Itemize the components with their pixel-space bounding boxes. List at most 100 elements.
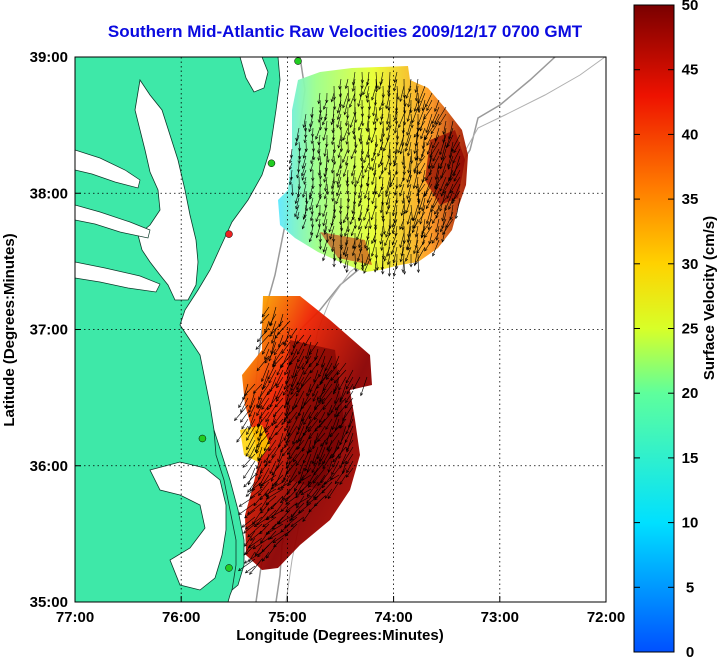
velocity-arrow xyxy=(315,211,321,223)
velocity-arrow xyxy=(368,211,372,230)
velocity-arrow xyxy=(308,418,319,433)
velocity-arrow xyxy=(414,85,419,102)
velocity-arrow xyxy=(343,99,349,116)
velocity-arrow xyxy=(243,523,256,534)
velocity-arrow xyxy=(245,488,256,497)
velocity-arrow xyxy=(290,369,298,388)
velocity-arrow xyxy=(347,120,351,136)
velocity-arrow xyxy=(385,225,391,238)
velocity-arrow xyxy=(358,211,363,222)
velocity-arrow xyxy=(339,127,344,143)
velocity-arrow xyxy=(318,239,322,250)
velocity-arrow xyxy=(350,225,356,237)
velocity-arrow xyxy=(370,204,377,221)
velocity-arrow xyxy=(252,537,270,550)
velocity-arrow xyxy=(425,92,433,108)
colorbar-tick-label: 20 xyxy=(682,385,699,402)
velocity-arrow xyxy=(410,148,414,164)
velocity-arrow xyxy=(318,176,322,188)
velocity-arrow xyxy=(260,313,270,324)
velocity-arrow xyxy=(343,253,349,269)
velocity-arrow xyxy=(405,232,412,251)
chesapeake-bay xyxy=(134,78,199,301)
velocity-arrow xyxy=(385,92,391,110)
velocity-arrow xyxy=(378,169,384,180)
velocity-arrow xyxy=(407,218,412,238)
velocity-arrow xyxy=(440,141,447,161)
velocity-arrow xyxy=(314,348,319,361)
velocity-arrow xyxy=(439,148,447,170)
velocity-arrow xyxy=(381,246,386,260)
velocity-arrow xyxy=(333,369,347,384)
velocity-arrow xyxy=(249,558,263,575)
velocity-arrow xyxy=(346,460,354,474)
velocity-arrow xyxy=(374,78,379,93)
velocity-arrow xyxy=(380,148,384,166)
velocity-arrow xyxy=(262,516,277,528)
velocity-arrow xyxy=(368,246,372,262)
colorbar-tick-label: 10 xyxy=(682,515,699,532)
velocity-arrow xyxy=(402,169,406,182)
velocity-arrow xyxy=(381,85,385,99)
velocity-arrow xyxy=(310,225,314,236)
velocity-arrow xyxy=(399,218,405,230)
velocity-arrow xyxy=(433,197,447,215)
velocity-arrow xyxy=(360,260,365,271)
velocity-arrow xyxy=(248,446,256,460)
velocity-arrow xyxy=(296,418,305,436)
velocity-arrow xyxy=(425,113,433,134)
velocity-arrow xyxy=(255,460,263,477)
velocity-arrow xyxy=(255,390,263,409)
velocity-arrow xyxy=(247,537,263,549)
velocity-arrow xyxy=(426,141,433,155)
velocity-arrow xyxy=(338,204,343,215)
y-tick-label: 37:00 xyxy=(30,322,68,339)
x-tick-label: 72:00 xyxy=(587,609,625,626)
velocity-arrow xyxy=(307,474,319,488)
radar-station-marker xyxy=(225,230,233,238)
velocity-arrow xyxy=(310,218,315,228)
velocity-arrow xyxy=(308,232,314,243)
velocity-arrow xyxy=(405,127,412,147)
velocity-arrow xyxy=(363,183,370,199)
velocity-arrow xyxy=(248,404,256,418)
velocity-arrow xyxy=(418,162,426,175)
velocity-arrow xyxy=(257,544,270,558)
velocity-arrow xyxy=(413,155,426,172)
velocity-arrow xyxy=(298,425,312,442)
velocity-arrow xyxy=(385,106,391,125)
velocity-arrow xyxy=(319,411,326,424)
velocity-arrow xyxy=(375,106,379,122)
velocity-arrow xyxy=(243,474,256,488)
velocity-arrow xyxy=(402,260,407,275)
velocity-arrow xyxy=(441,204,447,222)
velocity-arrow xyxy=(238,390,249,409)
velocity-arrow xyxy=(313,369,319,383)
velocity-arrow xyxy=(331,162,335,174)
velocity-arrow xyxy=(273,537,284,548)
velocity-arrow xyxy=(268,425,277,441)
velocity-arrow xyxy=(371,85,377,101)
velocity-arrow xyxy=(420,225,426,239)
velocity-arrow xyxy=(384,155,391,172)
velocity-arrow xyxy=(379,197,384,214)
velocity-arrow xyxy=(353,155,357,169)
velocity-arrow xyxy=(290,509,305,521)
velocity-arrow xyxy=(349,113,356,128)
velocity-arrow xyxy=(311,141,316,152)
colorbar-tick-label: 40 xyxy=(682,126,699,143)
velocity-arrow xyxy=(309,439,319,453)
velocity-arrow xyxy=(295,383,305,397)
velocity-arrow xyxy=(302,211,307,220)
velocity-arrow xyxy=(371,232,377,245)
velocity-arrow xyxy=(324,176,328,192)
velocity-arrow xyxy=(309,376,319,393)
velocity-arrow xyxy=(303,411,312,426)
velocity-arrow xyxy=(297,474,312,484)
velocity-arrow xyxy=(368,155,372,171)
velocity-arrow xyxy=(426,134,433,146)
velocity-arrow xyxy=(301,218,307,230)
velocity-arrow xyxy=(297,355,305,370)
velocity-arrow xyxy=(357,92,363,107)
velocity-arrow xyxy=(367,106,371,120)
